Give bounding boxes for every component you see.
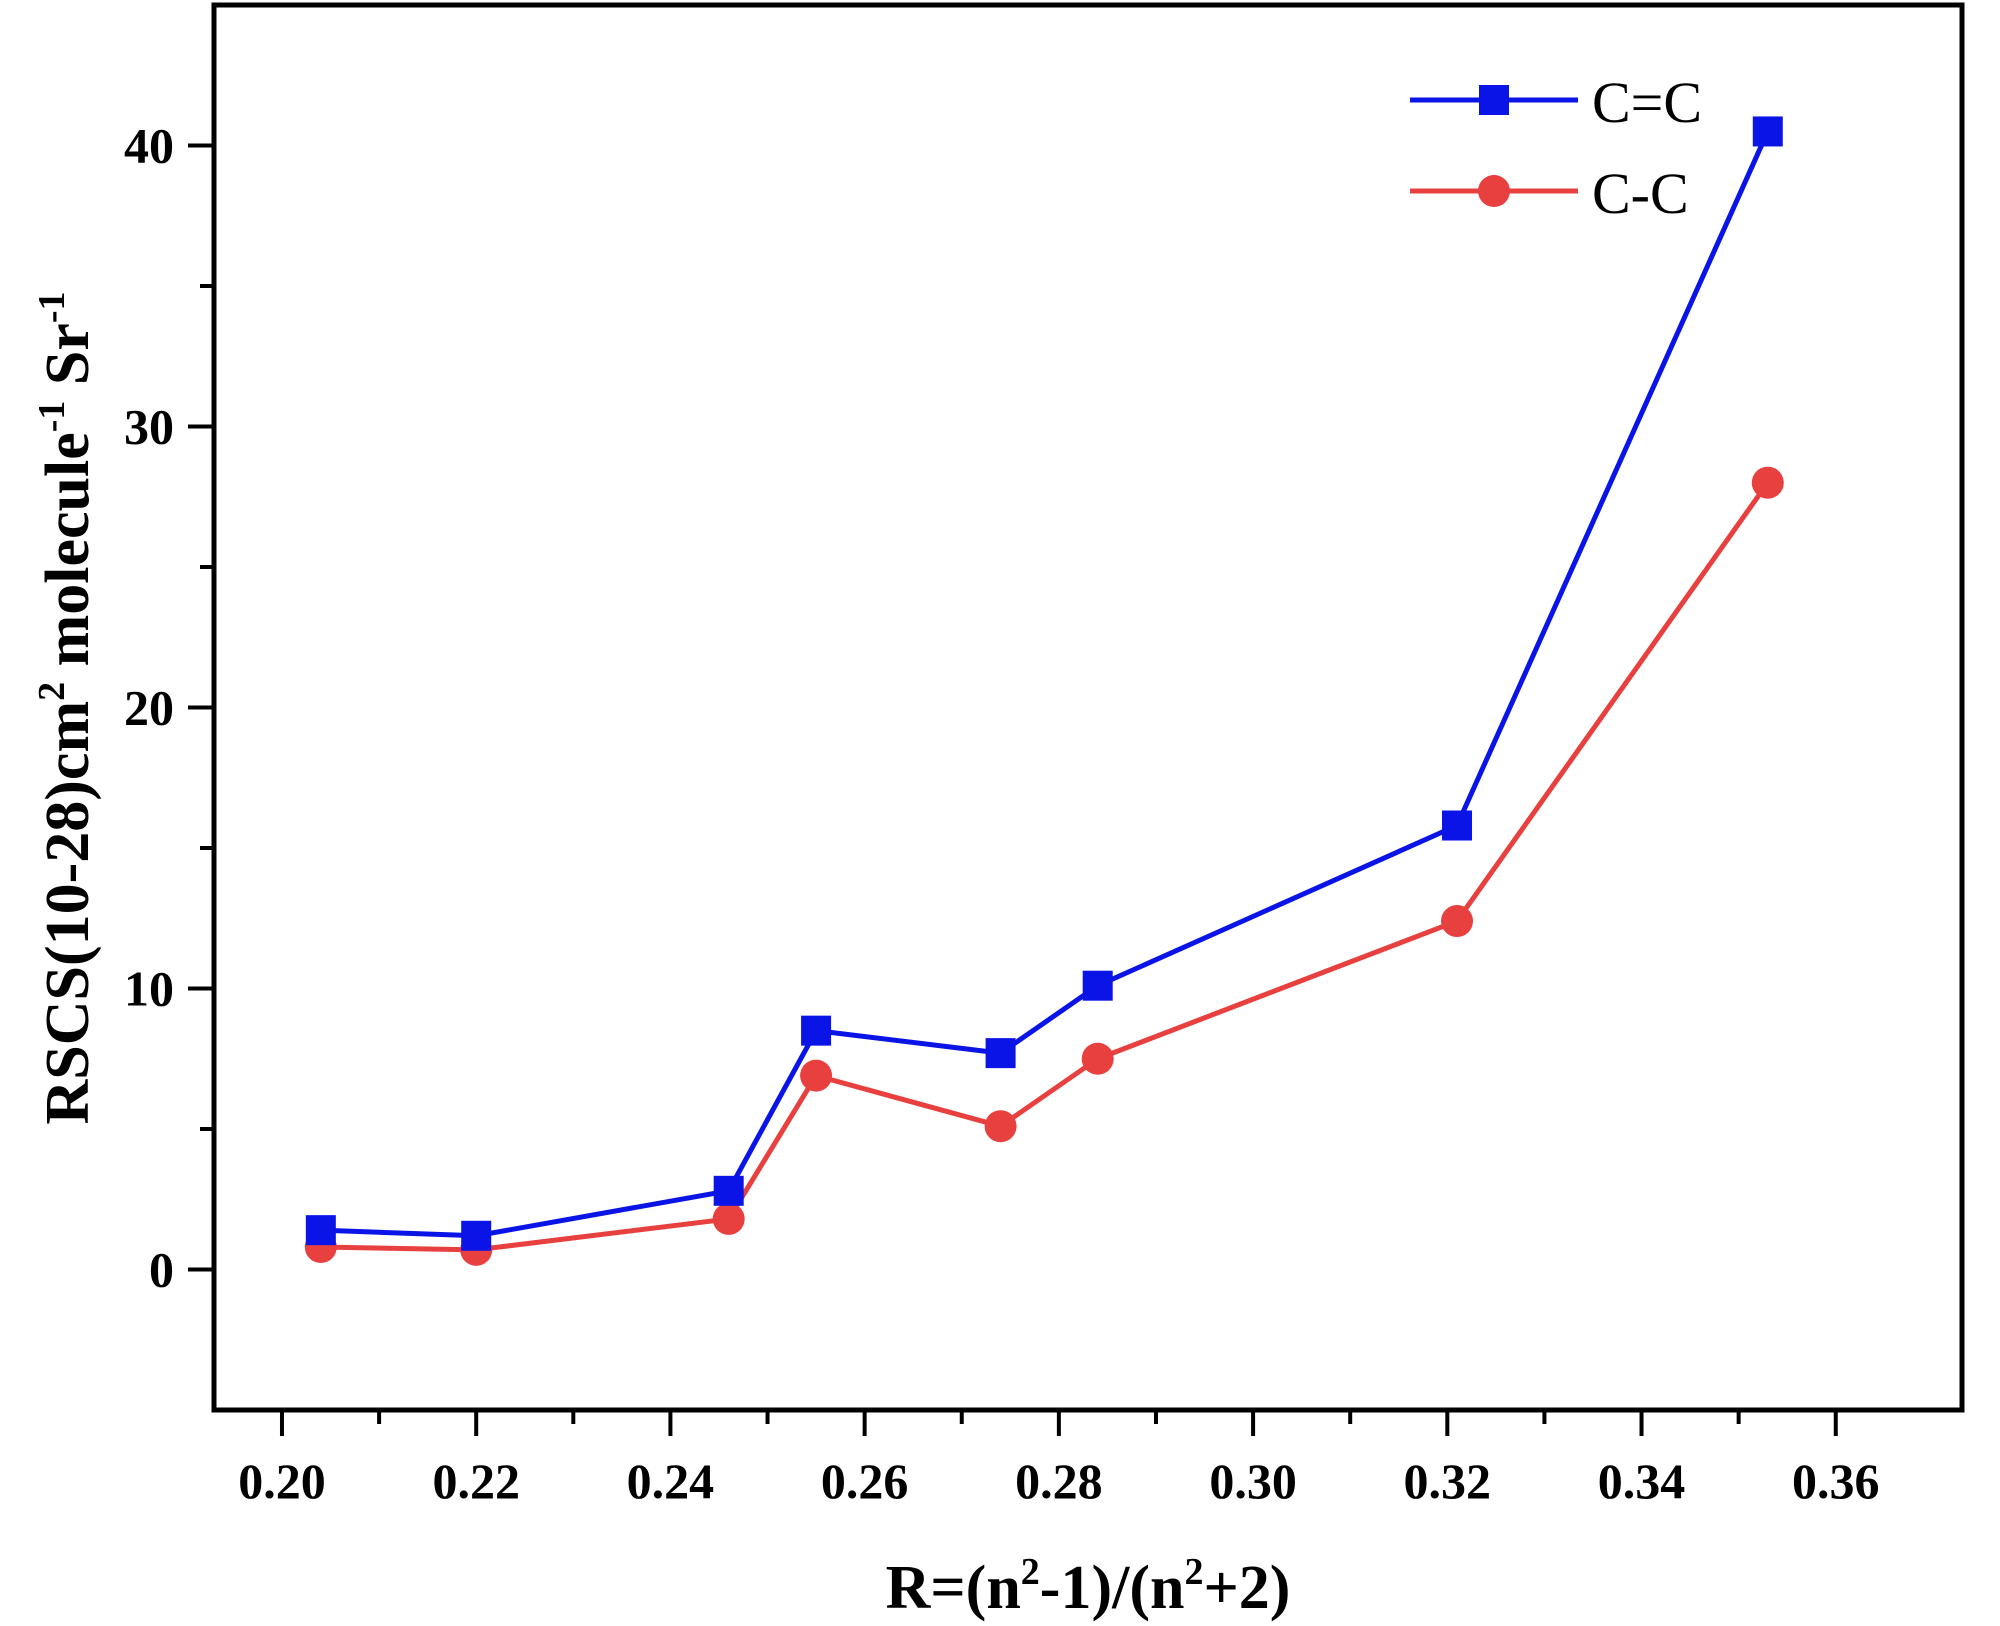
series-cc-double — [305, 116, 1783, 1251]
legend: C=C C-C — [1410, 70, 1702, 226]
x-tick-label: 0.34 — [1598, 1453, 1686, 1509]
data-point-circle — [984, 1110, 1017, 1143]
series-line — [320, 481, 1770, 1253]
data-point-circle — [1751, 466, 1784, 499]
data-point-square — [305, 1215, 336, 1246]
x-tick-label: 0.24 — [627, 1453, 715, 1509]
axis-tick-labels: 0.20 0.22 0.24 0.26 0.28 0.30 0.32 0.34 0.36 0 10 2… — [124, 118, 1880, 1510]
x-axis-title: R=(n2-1)/(n2+2) — [886, 1551, 1291, 1622]
legend-marker-circle — [1478, 175, 1510, 207]
axis-ticks — [188, 143, 1838, 1436]
y-tick-label: 10 — [124, 961, 174, 1017]
y-axis-title: RSCS(10-28)cm2 molecule-1 Sr-1 — [31, 291, 102, 1124]
data-point-square — [461, 1220, 492, 1251]
data-point-square — [1442, 810, 1473, 841]
data-point-circle — [800, 1059, 833, 1092]
data-point-circle — [1081, 1042, 1114, 1075]
y-tick-label: 0 — [149, 1242, 174, 1298]
x-tick-label: 0.30 — [1209, 1453, 1297, 1509]
x-tick-label: 0.26 — [821, 1453, 909, 1509]
legend-marker-square — [1479, 85, 1509, 115]
x-tick-label: 0.36 — [1792, 1453, 1880, 1509]
plot-frame — [211, 2, 1965, 1413]
x-tick-label: 0.22 — [432, 1453, 520, 1509]
x-tick-label: 0.32 — [1404, 1453, 1492, 1509]
data-point-square — [1082, 970, 1113, 1001]
x-tick-label: 0.28 — [1015, 1453, 1103, 1509]
series-layer — [304, 116, 1784, 1266]
data-point-square — [801, 1015, 832, 1046]
y-tick-label: 40 — [124, 118, 174, 174]
x-tick-label: 0.20 — [238, 1453, 326, 1509]
y-tick-label: 20 — [124, 680, 174, 736]
data-point-circle — [1441, 905, 1474, 938]
series-line — [320, 130, 1771, 1239]
data-point-square — [985, 1038, 1016, 1069]
data-point-square — [713, 1175, 744, 1206]
legend-label-cc-double: C=C — [1592, 70, 1702, 135]
data-point-square — [1752, 116, 1783, 147]
legend-label-cc-single: C-C — [1592, 161, 1689, 226]
data-point-circle — [712, 1202, 745, 1235]
y-tick-label: 30 — [124, 399, 174, 455]
